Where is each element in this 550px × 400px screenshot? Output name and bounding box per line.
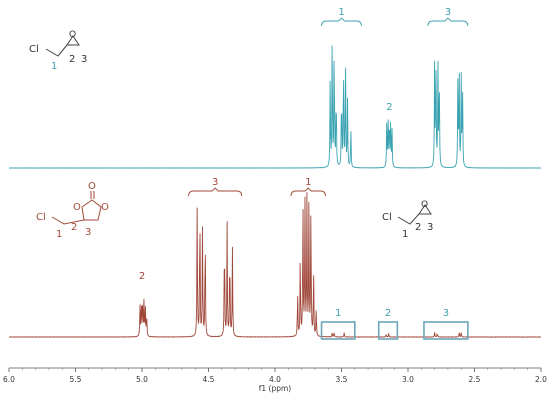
- epichlorohydrin-structure-inset: Cl O 1 2 3: [382, 200, 433, 240]
- structure-cl-label: Cl: [382, 212, 392, 223]
- peak-group-bracket-1: 1: [290, 177, 326, 197]
- structure-position-3: 3: [81, 54, 87, 65]
- bracket-label: 1: [338, 7, 344, 18]
- top-spectrum-line: [8, 45, 542, 169]
- top-spectrum-panel: 123: [8, 7, 542, 169]
- carbonyl-oxygen-label: O: [88, 181, 96, 192]
- structure-position-2: 2: [71, 222, 77, 233]
- epichlorohydrin-structure-top: Cl O 1 2 3: [29, 30, 87, 72]
- structure-bond: [397, 213, 420, 225]
- highlight-box-label-3: 3: [443, 308, 449, 319]
- bracket-line: [427, 17, 469, 27]
- bottom-peak-annotations: 3 1 2: [139, 177, 326, 282]
- x-tick-label: 5.5: [70, 375, 82, 384]
- ring-oxygen-left-label: O: [73, 202, 81, 213]
- peak-group-bracket-1: 1: [321, 7, 362, 27]
- epoxide-ring: [418, 204, 432, 215]
- ring-oxygen-right-label: O: [101, 202, 109, 213]
- peak-group-bracket-3: 3: [427, 7, 469, 27]
- carbonate-ring: [81, 199, 102, 221]
- structure-cl-label: Cl: [36, 212, 46, 223]
- cyclic-carbonate-structure: O O O Cl 1 2 3: [36, 181, 109, 240]
- bracket-line: [188, 187, 243, 197]
- structure-position-1: 1: [402, 229, 408, 240]
- x-axis-ticks: 6.0 5.5 5.0 4.5 4.0 3.5 3.0 2.5 2.0: [3, 368, 547, 384]
- bracket-label: 3: [445, 7, 451, 18]
- structure-position-1: 1: [51, 61, 57, 72]
- structure-position-3: 3: [85, 227, 91, 238]
- peak-label-2: 2: [386, 102, 392, 113]
- structure-position-2: 2: [415, 222, 421, 233]
- highlight-box-3: [423, 321, 469, 340]
- x-tick-label: 4.5: [203, 375, 215, 384]
- highlight-box-2: [377, 321, 399, 340]
- structure-bond: [51, 216, 85, 225]
- x-axis: 6.0 5.5 5.0 4.5 4.0 3.5 3.0 2.5 2.0 f1 (ppm): [3, 367, 547, 393]
- structure-position-2: 2: [69, 54, 75, 65]
- structure-bond: [45, 44, 68, 57]
- x-tick-label: 5.0: [136, 375, 148, 384]
- x-tick-label: 3.0: [402, 375, 414, 384]
- structure-position-1: 1: [56, 229, 62, 240]
- x-tick-label: 2.0: [535, 375, 547, 384]
- bracket-label: 1: [305, 177, 311, 188]
- epoxide-ring: [66, 35, 80, 46]
- x-tick-label: 4.0: [269, 375, 281, 384]
- highlight-box-label-2: 2: [385, 308, 391, 319]
- x-axis-label: f1 (ppm): [259, 384, 292, 393]
- structure-position-3: 3: [427, 222, 433, 233]
- bottom-spectrum-line: [8, 192, 542, 338]
- highlight-box-label-1: 1: [335, 308, 341, 319]
- bracket-label: 3: [212, 177, 218, 188]
- top-peak-annotations: 1 2 3: [321, 7, 469, 113]
- impurity-highlight-boxes: 1 2 3: [320, 308, 469, 340]
- bracket-line: [321, 17, 362, 27]
- x-tick-label: 6.0: [3, 375, 15, 384]
- epoxide-oxygen-label: O: [69, 30, 76, 40]
- epoxide-oxygen-label: O: [421, 200, 428, 210]
- peak-label-2: 2: [139, 271, 145, 282]
- bracket-line: [290, 187, 326, 197]
- x-tick-label: 2.5: [469, 375, 481, 384]
- peak-group-bracket-3: 3: [188, 177, 243, 197]
- highlight-box-1: [320, 321, 356, 340]
- x-tick-label: 3.5: [336, 375, 348, 384]
- structure-cl-label: Cl: [29, 44, 39, 55]
